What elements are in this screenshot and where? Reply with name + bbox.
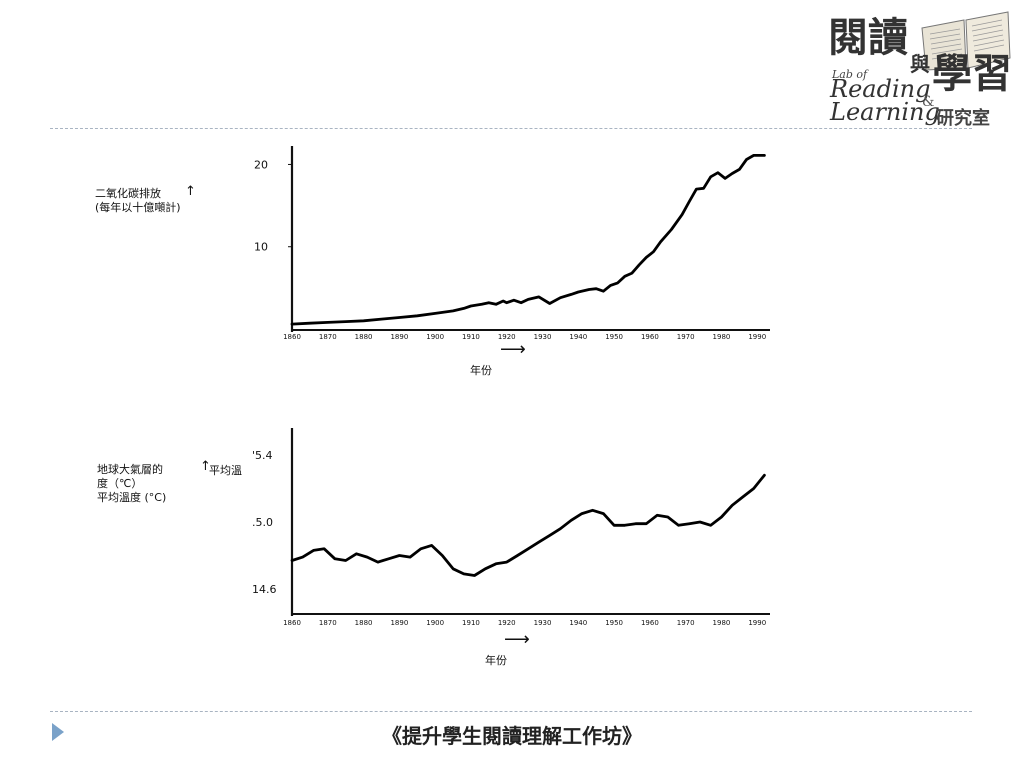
chart2-ylabel-arrow-text: 平均溫 bbox=[209, 464, 242, 477]
chart2-x-tick-label: 1880 bbox=[355, 619, 373, 627]
logo-char-2: 讀 bbox=[868, 14, 908, 61]
logo-char-1: 閱 bbox=[828, 14, 868, 61]
chart2-x-tick-label: 1900 bbox=[426, 619, 444, 627]
chart2-x-tick-label: 1870 bbox=[319, 619, 337, 627]
chart1-x-tick-label: 1940 bbox=[569, 333, 587, 341]
logo-lab-name: 研究室 bbox=[936, 108, 990, 129]
chart1-x-tick-label: 1910 bbox=[462, 333, 480, 341]
chart1-ylabel-line2: (每年以十億噸計) bbox=[95, 201, 181, 214]
chart2-x-tick-label: 1940 bbox=[569, 619, 587, 627]
chart2-x-tick-label: 1960 bbox=[641, 619, 659, 627]
chart2-x-tick-label: 1910 bbox=[462, 619, 480, 627]
logo-char-5: 習 bbox=[972, 50, 1012, 97]
chart2-x-tick-label: 1930 bbox=[534, 619, 552, 627]
chart1-x-tick-label: 1950 bbox=[605, 333, 623, 341]
chart2-x-tick-label: 1920 bbox=[498, 619, 516, 627]
logo-learning: Learning bbox=[830, 98, 940, 126]
chart2-ylabel-arrow-icon: ↑ bbox=[200, 459, 211, 474]
chart1-x-tick-label: 1880 bbox=[355, 333, 373, 341]
chart2-y-tick-label: 14.6 bbox=[252, 583, 277, 596]
chart1-y-tick-label: 10 bbox=[254, 241, 268, 254]
chart1-xlabel-arrow-icon: ⟶ bbox=[500, 339, 526, 360]
chart1-ylabel-line1: 二氧化碳排放 bbox=[95, 187, 161, 200]
logo-char-3: 與 bbox=[910, 52, 930, 76]
chart1-x-tick-label: 1860 bbox=[283, 333, 301, 341]
lab-logo: 閱 讀 與 學 習 Lab of Reading & Learning 研究室 bbox=[826, 10, 1016, 129]
chart1-x-tick-label: 1900 bbox=[426, 333, 444, 341]
chart2-x-tick-label: 1950 bbox=[605, 619, 623, 627]
logo-char-4: 學 bbox=[932, 50, 972, 97]
chart1-xlabel: 年份 bbox=[470, 364, 492, 377]
logo-reading: Reading bbox=[830, 75, 931, 103]
chart1-x-tick-label: 1920 bbox=[498, 333, 516, 341]
chart1-x-tick-label: 1980 bbox=[713, 333, 731, 341]
chart2-x-tick-label: 1970 bbox=[677, 619, 695, 627]
chart1-x-tick-label: 1890 bbox=[390, 333, 408, 341]
logo-lab-of: Lab of bbox=[832, 68, 868, 81]
chart2-y-tick-label: '5.4 bbox=[252, 449, 273, 462]
chart1-y-tick-label: 20 bbox=[254, 158, 268, 171]
footer-title: 《提升學生閱讀理解工作坊》 bbox=[382, 724, 642, 748]
chart2-ylabel-line3: 平均溫度 (°C) bbox=[97, 491, 167, 504]
triangle-bullet-icon bbox=[52, 723, 64, 741]
header-divider bbox=[50, 128, 972, 129]
chart2-x-tick-label: 1890 bbox=[390, 619, 408, 627]
chart1-series-line bbox=[290, 153, 766, 326]
chart2-x-tick-label: 1990 bbox=[748, 619, 766, 627]
chart2-y-tick-label: .5.0 bbox=[252, 516, 273, 529]
chart1-ylabel-arrow-icon: ↑ bbox=[185, 184, 196, 199]
footer-divider bbox=[50, 711, 972, 712]
chart2-series-line bbox=[290, 473, 766, 577]
chart2-x-tick-label: 1980 bbox=[713, 619, 731, 627]
chart1-x-tick-label: 1930 bbox=[534, 333, 552, 341]
chart2-xlabel-arrow-icon: ⟶ bbox=[504, 629, 530, 650]
chart1-x-tick-label: 1970 bbox=[677, 333, 695, 341]
chart1-x-tick-label: 1990 bbox=[748, 333, 766, 341]
chart2-xlabel: 年份 bbox=[485, 654, 507, 667]
open-book-icon bbox=[921, 11, 1011, 71]
chart1-x-tick-label: 1870 bbox=[319, 333, 337, 341]
chart2-ylabel-line2: 度（℃） bbox=[97, 477, 143, 490]
logo-ampersand: & bbox=[922, 94, 935, 110]
chart2-ylabel-line1: 地球大氣層的 bbox=[97, 463, 163, 476]
chart2-x-tick-label: 1860 bbox=[283, 619, 301, 627]
chart1-x-tick-label: 1960 bbox=[641, 333, 659, 341]
